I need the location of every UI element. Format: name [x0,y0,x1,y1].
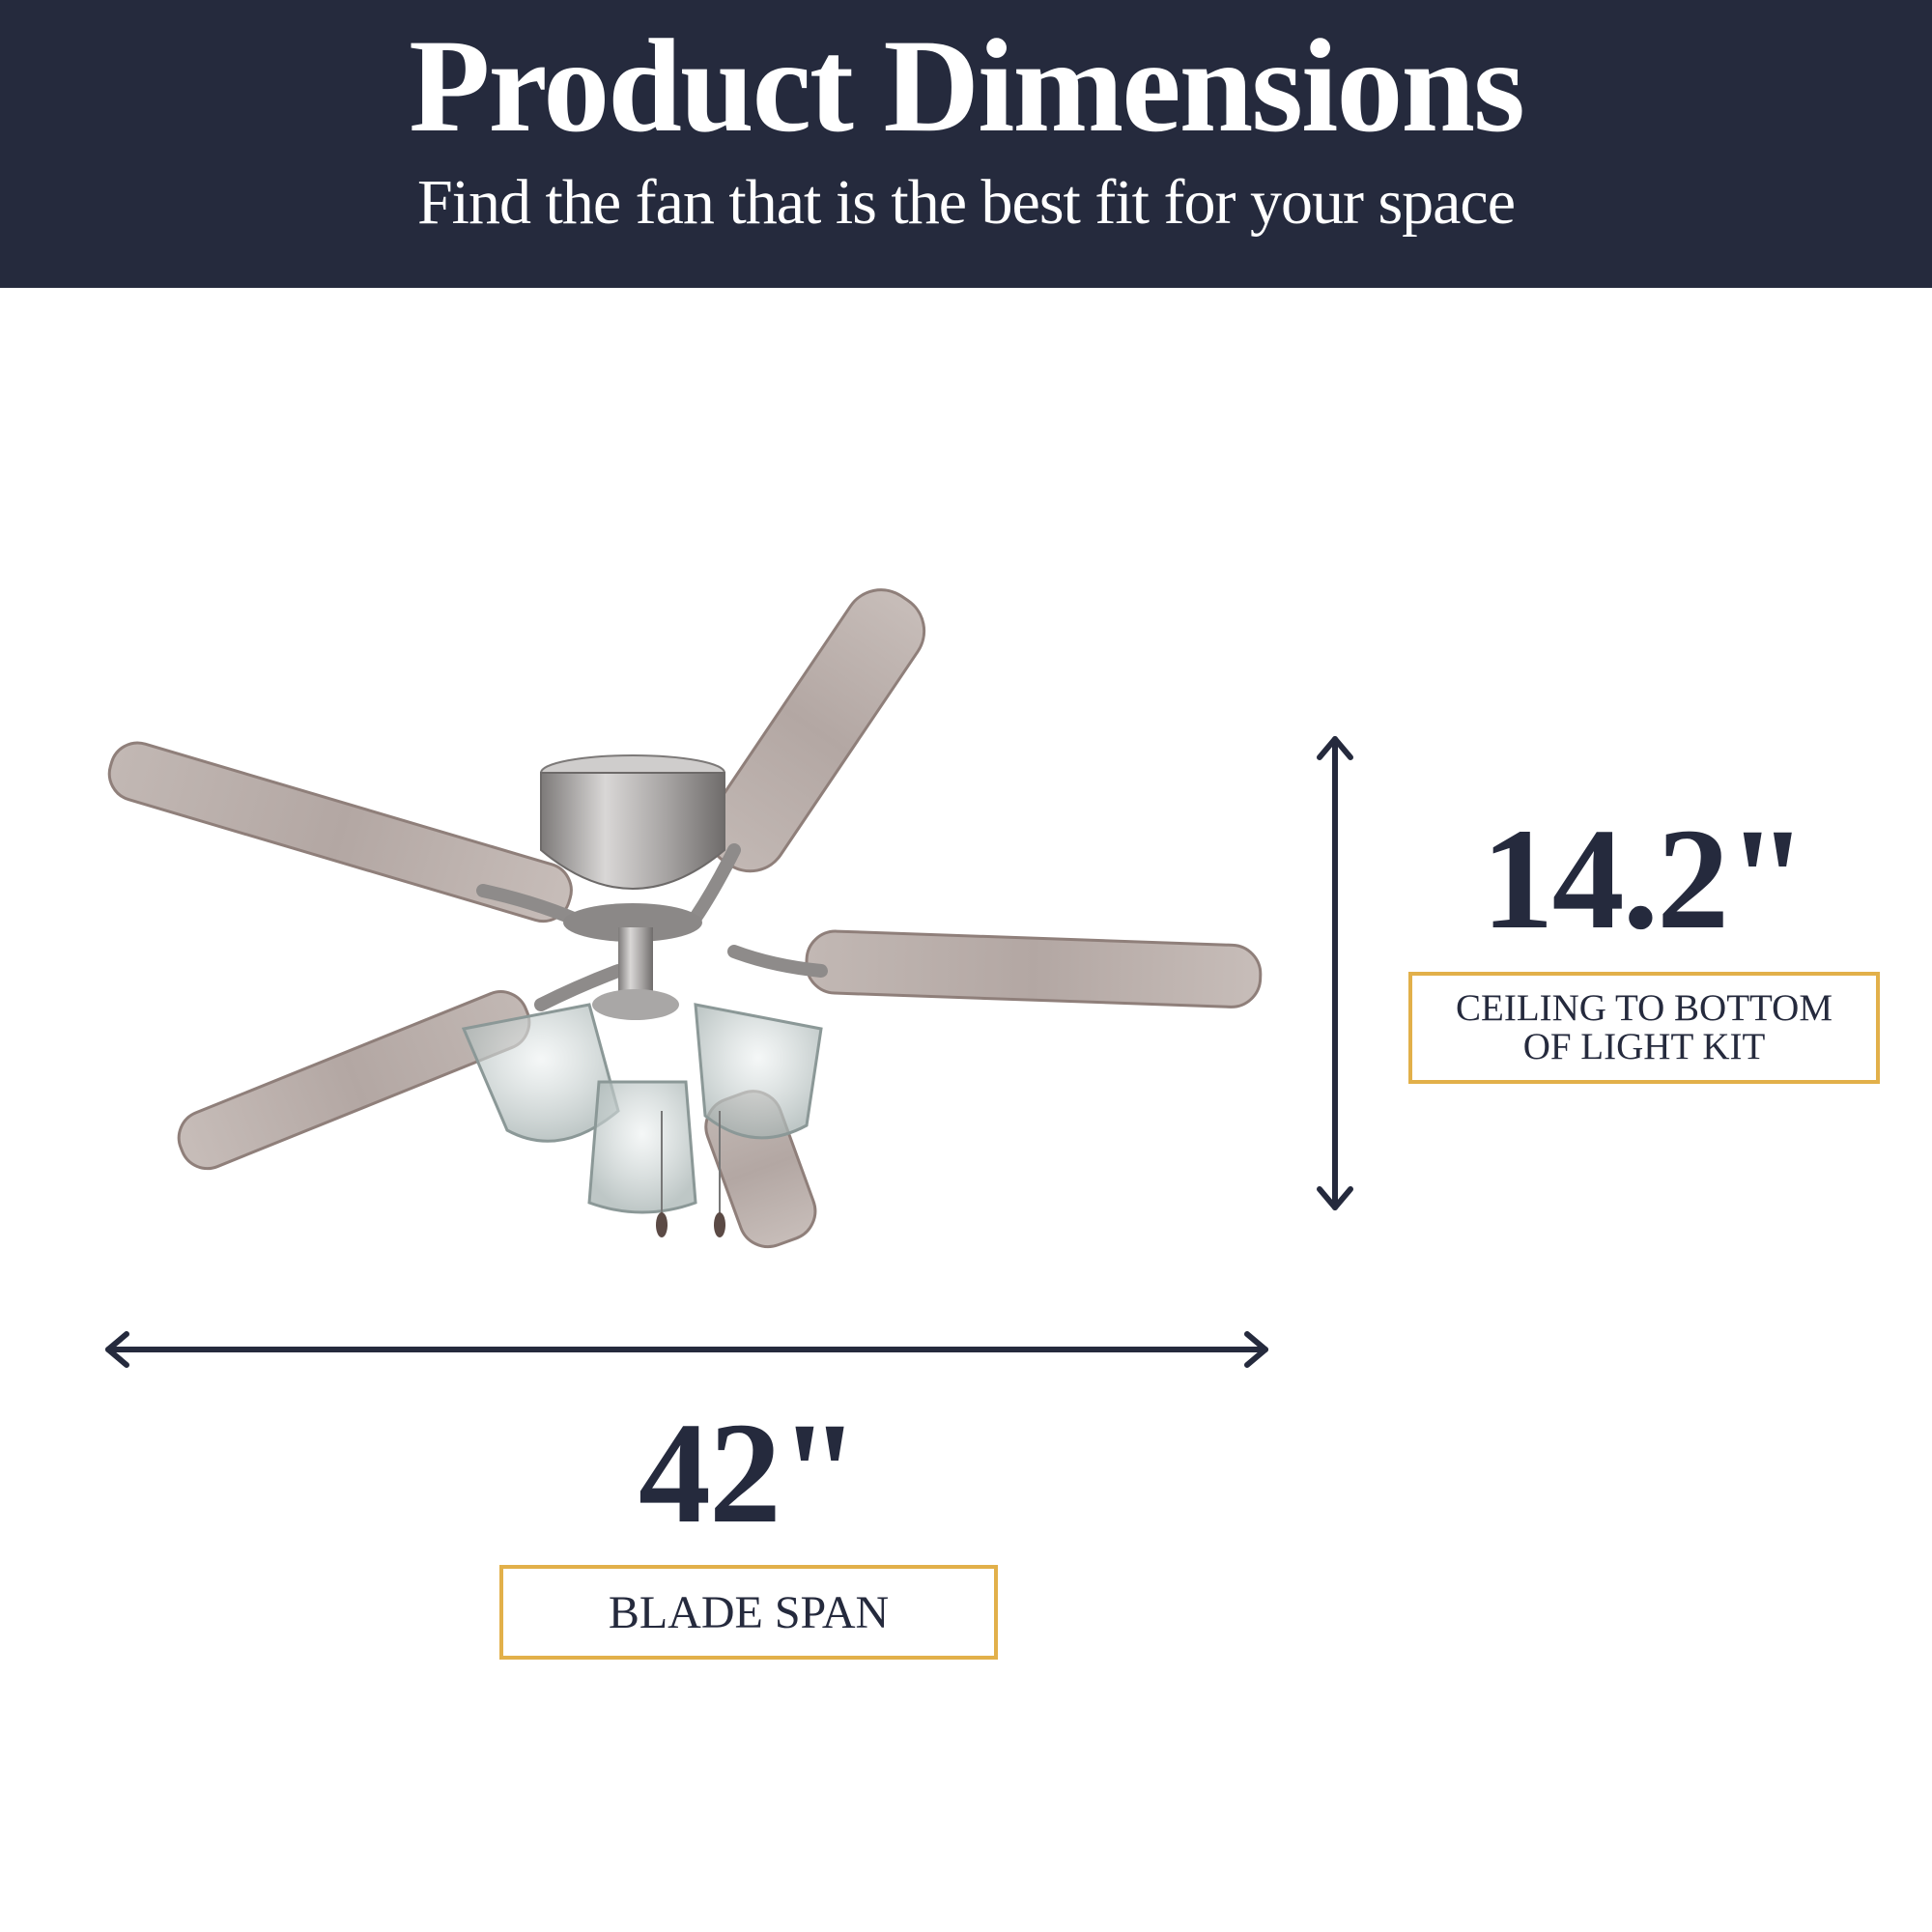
width-arrow [105,1331,1268,1368]
fan-blade [107,741,573,923]
fan-blade [805,929,1263,1009]
height-arrow [1317,736,1353,1210]
fan-blade [177,990,531,1171]
light-kit [461,1003,823,1237]
height-label-box: CEILING TO BOTTOM OF LIGHT KIT [1408,972,1880,1084]
page-subtitle: Find the fan that is the best fit for yo… [416,167,1516,238]
width-label-box: BLADE SPAN [499,1565,998,1660]
height-label-line2: OF LIGHT KIT [1522,1026,1766,1067]
pull-chain [714,1212,725,1237]
blade-irons [476,843,828,1011]
motor-housing [540,754,725,1020]
header-banner: Product Dimensions Find the fan that is … [0,0,1932,288]
height-label-line1: CEILING TO BOTTOM [1456,987,1833,1029]
height-value: 14.2" [1481,799,1808,959]
width-value: 42" [638,1393,860,1553]
pull-chain [656,1212,668,1237]
width-label: BLADE SPAN [608,1586,890,1638]
page-title: Product Dimensions [409,12,1525,159]
